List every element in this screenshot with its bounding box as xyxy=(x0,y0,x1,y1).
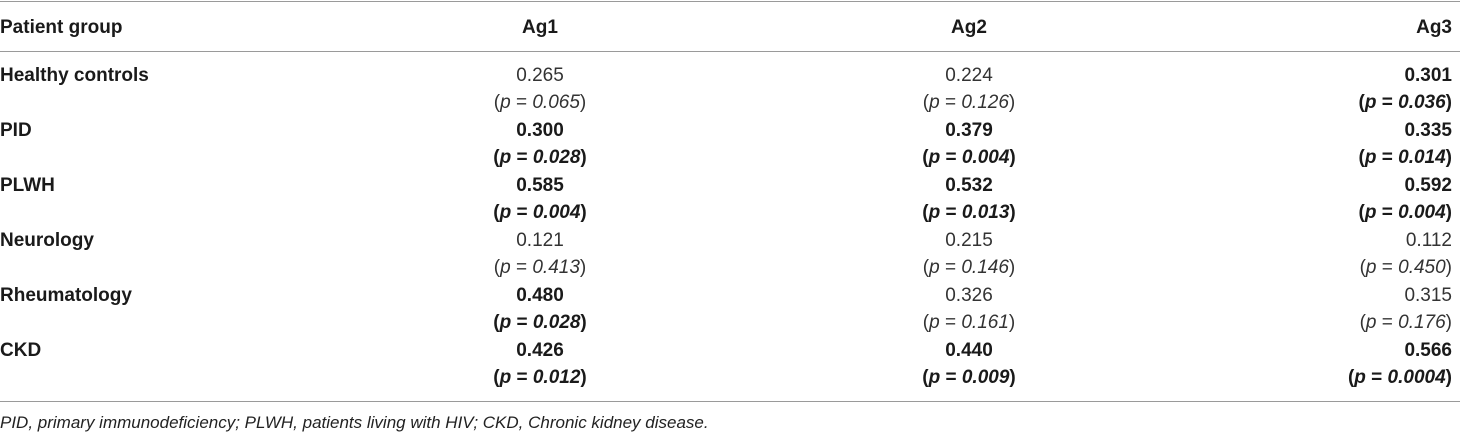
p-symbol: p xyxy=(499,202,512,223)
ag1-correlation-value: 0.480 xyxy=(516,285,564,306)
ag2-correlation-value: 0.532 xyxy=(945,175,993,196)
row-label: Rheumatology xyxy=(0,285,132,306)
ag1-correlation-value: 0.426 xyxy=(516,340,564,361)
ag3-p-value: (p = 0.0004) xyxy=(1347,367,1452,388)
p-number: 0.012 xyxy=(532,367,581,388)
row-label: Healthy controls xyxy=(0,65,149,86)
ag2-correlation-value: 0.326 xyxy=(945,285,993,306)
p-symbol: p xyxy=(499,312,512,333)
top-rule xyxy=(0,1,1460,2)
p-symbol: p xyxy=(929,92,940,113)
p-symbol: p xyxy=(1364,147,1377,168)
table-footnote: PID, primary immunodeficiency; PLWH, pat… xyxy=(0,413,709,432)
p-number: 0.013 xyxy=(961,202,1010,223)
ag2-correlation-value: 0.215 xyxy=(945,230,993,251)
ag2-p-value: (p = 0.126) xyxy=(922,92,1016,113)
p-number: 0.126 xyxy=(961,92,1009,113)
p-number: 0.036 xyxy=(1398,92,1446,113)
ag1-correlation-value: 0.265 xyxy=(516,65,564,86)
row-label: CKD xyxy=(0,340,42,361)
p-symbol: p xyxy=(1364,202,1377,223)
p-symbol: p xyxy=(1364,92,1377,113)
p-number: 0.028 xyxy=(532,312,581,333)
ag1-p-value: (p = 0.004) xyxy=(493,202,587,223)
ag2-p-value: (p = 0.013) xyxy=(922,202,1016,223)
ag3-p-value: (p = 0.004) xyxy=(1358,202,1452,223)
ag1-p-value: (p = 0.028) xyxy=(493,147,587,168)
p-symbol: p xyxy=(928,202,941,223)
p-symbol: p xyxy=(928,367,941,388)
p-number: 0.413 xyxy=(532,257,580,278)
ag2-p-value: (p = 0.009) xyxy=(922,367,1016,388)
p-symbol: p xyxy=(929,312,940,333)
p-symbol: p xyxy=(928,147,941,168)
ag1-correlation-value: 0.300 xyxy=(516,120,564,141)
p-number: 0.176 xyxy=(1398,312,1446,333)
ag3-correlation-value: 0.315 xyxy=(1404,285,1452,306)
ag2-p-value: (p = 0.161) xyxy=(922,312,1016,333)
ag3-p-value: (p = 0.176) xyxy=(1359,312,1452,333)
p-number: 0.161 xyxy=(961,312,1009,333)
ag3-correlation-value: 0.335 xyxy=(1404,120,1452,141)
p-number: 0.065 xyxy=(532,92,580,113)
p-symbol: p xyxy=(499,367,512,388)
p-number: 0.450 xyxy=(1398,257,1446,278)
p-number: 0.0004 xyxy=(1387,367,1446,388)
ag2-correlation-value: 0.224 xyxy=(945,65,993,86)
p-symbol: p xyxy=(929,257,940,278)
p-symbol: p xyxy=(1365,257,1377,278)
p-symbol: p xyxy=(1354,367,1366,388)
ag3-correlation-value: 0.301 xyxy=(1404,65,1452,86)
ag2-correlation-value: 0.440 xyxy=(945,340,993,361)
p-symbol: p xyxy=(500,92,511,113)
p-number: 0.004 xyxy=(961,147,1010,168)
header-ag2: Ag2 xyxy=(951,17,987,38)
ag1-p-value: (p = 0.413) xyxy=(493,257,587,278)
header-ag3: Ag3 xyxy=(1416,17,1452,38)
p-number: 0.004 xyxy=(1398,202,1446,223)
header-ag1: Ag1 xyxy=(522,17,558,38)
ag2-p-value: (p = 0.146) xyxy=(922,257,1016,278)
ag3-p-value: (p = 0.450) xyxy=(1359,257,1452,278)
ag1-correlation-value: 0.121 xyxy=(516,230,564,251)
ag2-correlation-value: 0.379 xyxy=(945,120,993,141)
row-label: PLWH xyxy=(0,175,55,196)
p-number: 0.009 xyxy=(961,367,1010,388)
ag2-p-value: (p = 0.004) xyxy=(922,147,1016,168)
ag3-p-value: (p = 0.036) xyxy=(1358,92,1452,113)
ag1-correlation-value: 0.585 xyxy=(516,175,564,196)
p-symbol: p xyxy=(499,147,512,168)
p-number: 0.028 xyxy=(532,147,581,168)
ag1-p-value: (p = 0.012) xyxy=(493,367,587,388)
row-label: Neurology xyxy=(0,230,94,251)
p-symbol: p xyxy=(1365,312,1377,333)
ag3-correlation-value: 0.112 xyxy=(1405,230,1452,251)
row-label: PID xyxy=(0,120,32,141)
ag3-correlation-value: 0.566 xyxy=(1404,340,1452,361)
ag3-correlation-value: 0.592 xyxy=(1404,175,1452,196)
p-number: 0.146 xyxy=(961,257,1009,278)
header-patient-group: Patient group xyxy=(0,17,123,38)
ag1-p-value: (p = 0.028) xyxy=(493,312,587,333)
p-number: 0.014 xyxy=(1398,147,1446,168)
p-number: 0.004 xyxy=(532,202,581,223)
bottom-rule xyxy=(0,401,1460,402)
ag3-p-value: (p = 0.014) xyxy=(1358,147,1452,168)
p-symbol: p xyxy=(500,257,511,278)
header-rule xyxy=(0,51,1460,52)
ag1-p-value: (p = 0.065) xyxy=(493,92,587,113)
